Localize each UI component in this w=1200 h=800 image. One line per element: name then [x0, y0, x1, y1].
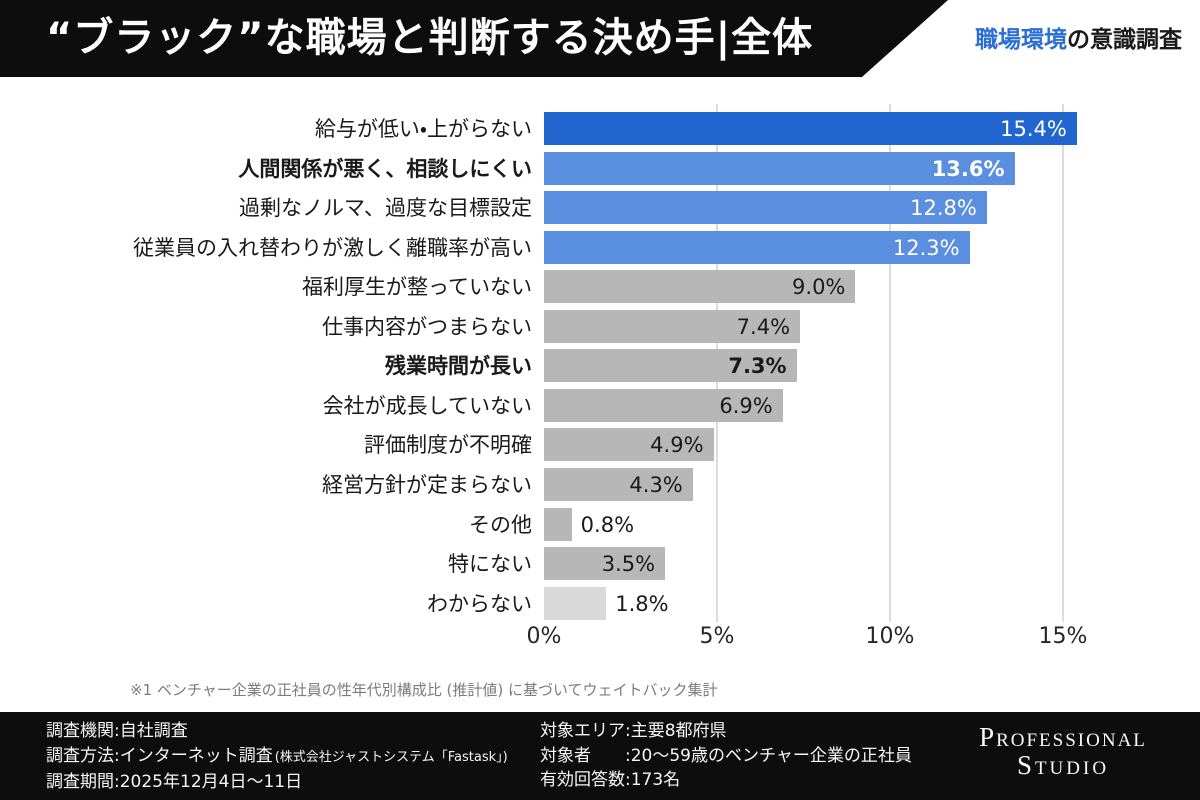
footer-row-area: 対象エリア:主要8都府県 [540, 721, 727, 741]
bar-value-label: 3.5% [601, 552, 656, 577]
bar [544, 507, 572, 541]
bar [544, 112, 1077, 145]
footer-bar: 調査機関:自社調査 調査方法:インターネット調査 (株式会社ジャストシステム「Fa… [0, 712, 1200, 800]
survey-series-rest: の意識調査 [1067, 27, 1182, 53]
bar [544, 270, 856, 304]
page-title: “ブラック”な職場と判断する決め手|全体 [46, 15, 814, 61]
logo-line-2: Studio [1016, 750, 1110, 780]
bar [544, 388, 783, 422]
x-axis-tick-label: 10% [865, 624, 915, 649]
footer-row-method: 調査方法:インターネット調査 (株式会社ジャストシステム「Fastask」) [46, 745, 508, 766]
x-axis-gridline [889, 104, 891, 622]
footer-survey-info-left: 調査機関:自社調査 調査方法:インターネット調査 (株式会社ジャストシステム「Fa… [46, 719, 508, 795]
category-label: 経営方針が定まらない [322, 472, 532, 497]
category-label: 従業員の入れ替わりが激しく離職率が高い [133, 235, 532, 260]
survey-series-highlight: 職場環境 [975, 27, 1067, 53]
category-label: 会社が成長していない [322, 393, 532, 418]
category-label: 過剰なノルマ、過度な目標設定 [239, 196, 532, 221]
category-label: わからない [427, 591, 532, 616]
category-label: 評価制度が不明確 [364, 433, 532, 458]
x-axis-tick-label: 15% [1038, 624, 1088, 649]
category-label: 仕事内容がつまらない [322, 314, 532, 339]
footer-row-subjects: 対象者 :20〜59歳のベンチャー企業の正社員 [540, 745, 912, 766]
bar-value-label: 12.8% [910, 196, 977, 221]
company-logo: Professional Studio [938, 723, 1188, 779]
footer-row-agency: 調査機関:自社調査 [46, 721, 188, 741]
category-label: 給与が低い・上がらない [314, 117, 532, 141]
footer-row-period: 調査期間:2025年12月4日〜11日 [46, 772, 303, 792]
bar-value-label: 15.4% [1000, 117, 1067, 141]
bar-value-label: 4.9% [650, 433, 704, 458]
bar-value-label: 6.9% [719, 393, 773, 418]
survey-series-label: 職場環境の意識調査 [975, 20, 1182, 54]
bar-value-label: 12.3% [892, 235, 960, 260]
bar [544, 349, 797, 383]
category-label: 福利厚生が整っていない [302, 275, 532, 300]
footer-method-note: (株式会社ジャストシステム「Fastask」) [274, 749, 508, 765]
bar [544, 586, 607, 620]
footer-row-responses: 有効回答数:173名 [540, 770, 681, 790]
bar-value-label: 13.6% [931, 156, 1005, 181]
category-label: 特にない [448, 552, 532, 577]
bar-value-label: 7.3% [728, 354, 787, 379]
bar-value-label: 9.0% [792, 275, 846, 300]
bar [544, 191, 987, 225]
bar [544, 467, 693, 501]
bar-value-label: 1.8% [615, 591, 669, 616]
bar [544, 230, 970, 264]
footer-survey-info-mid: 対象エリア:主要8都府県 対象者 :20〜59歳のベンチャー企業の正社員 有効回… [540, 719, 912, 793]
bar [544, 309, 801, 343]
category-label: 人間関係が悪く、相談しにくい [238, 156, 532, 181]
bar [544, 151, 1015, 185]
logo-line-1: Professional [979, 722, 1147, 752]
bar [544, 547, 666, 581]
footnote: ※1 ベンチャー企業の正社員の性年代別構成比 (推計値) に基づいてウェイトバッ… [130, 681, 718, 699]
category-label: 残業時間が長い [385, 354, 532, 379]
bar-value-label: 7.4% [736, 314, 791, 339]
bar [544, 428, 714, 462]
category-label: その他 [469, 512, 532, 537]
bar-value-label: 0.8% [580, 512, 635, 537]
header-bar [0, 0, 948, 77]
x-axis-tick-label: 5% [699, 624, 735, 649]
x-axis-gridline [1062, 104, 1064, 622]
x-axis-tick-label: 0% [526, 624, 562, 649]
bar-value-label: 4.3% [629, 472, 683, 497]
